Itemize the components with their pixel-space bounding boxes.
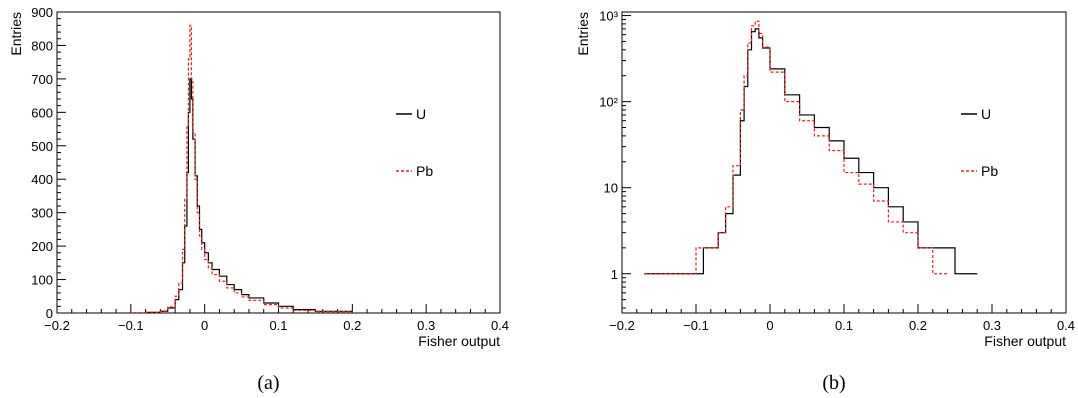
x-tick-label: −0.1 [118, 318, 144, 333]
y-tick-label: 400 [31, 172, 53, 187]
series-u-line [130, 78, 353, 313]
series-pb-line [644, 20, 948, 275]
panel-caption: (a) [257, 372, 279, 394]
x-tick-label: 0 [766, 318, 773, 333]
plot-frame [56, 11, 501, 314]
legend-label-pb: Pb [416, 163, 433, 179]
series-pb-line [130, 24, 353, 313]
y-tick-label: 500 [31, 139, 53, 154]
y-axis-title: Entries [8, 12, 24, 56]
x-axis-title: Fisher output [984, 333, 1066, 349]
y-axis-title: Entries [575, 12, 591, 56]
histogram-panel-b: −0.2 −0.1 0 0.1 0.2 0.3 0.4 1 10 10² 10³ Fisher out… [575, 9, 1075, 394]
panel-caption: (b) [822, 372, 845, 394]
y-tick-label: 10² [599, 95, 618, 110]
y-tick-label: 800 [31, 38, 53, 53]
x-tick-label: 0.4 [491, 318, 509, 333]
x-tick-label: −0.1 [683, 318, 709, 333]
x-tick-label: 0.1 [269, 318, 287, 333]
x-tick-label: 0.3 [417, 318, 435, 333]
legend-label-u: U [416, 106, 426, 122]
x-axis-title: Fisher output [418, 333, 500, 349]
legend-label-pb: Pb [981, 163, 998, 179]
histogram-panel-a: −0.2 −0.1 0 0.1 0.2 0.3 0.4 0 100 200 300 400 500 600… [8, 5, 509, 394]
y-tick-label: 10³ [599, 9, 618, 24]
y-tick-label: 900 [31, 5, 53, 20]
x-tick-label: 0.2 [909, 318, 927, 333]
x-tick-label: −0.2 [44, 318, 70, 333]
series-u-line [644, 28, 978, 275]
x-tick-label: 0 [201, 318, 208, 333]
y-tick-label: 100 [31, 273, 53, 288]
x-tick-label: 0.2 [343, 318, 361, 333]
y-tick-label: 0 [46, 306, 53, 321]
x-tick-label: 0.4 [1057, 318, 1075, 333]
y-tick-label: 200 [31, 239, 53, 254]
x-tick-label: 0.1 [835, 318, 853, 333]
y-tick-label: 300 [31, 206, 53, 221]
x-tick-label: 0.3 [983, 318, 1001, 333]
y-tick-label: 10 [604, 181, 618, 196]
y-tick-label: 700 [31, 72, 53, 87]
x-tick-label: −0.2 [609, 318, 635, 333]
plot-frame [621, 11, 1067, 314]
legend-label-u: U [981, 106, 991, 122]
y-tick-label: 600 [31, 105, 53, 120]
y-tick-label: 1 [611, 267, 618, 282]
